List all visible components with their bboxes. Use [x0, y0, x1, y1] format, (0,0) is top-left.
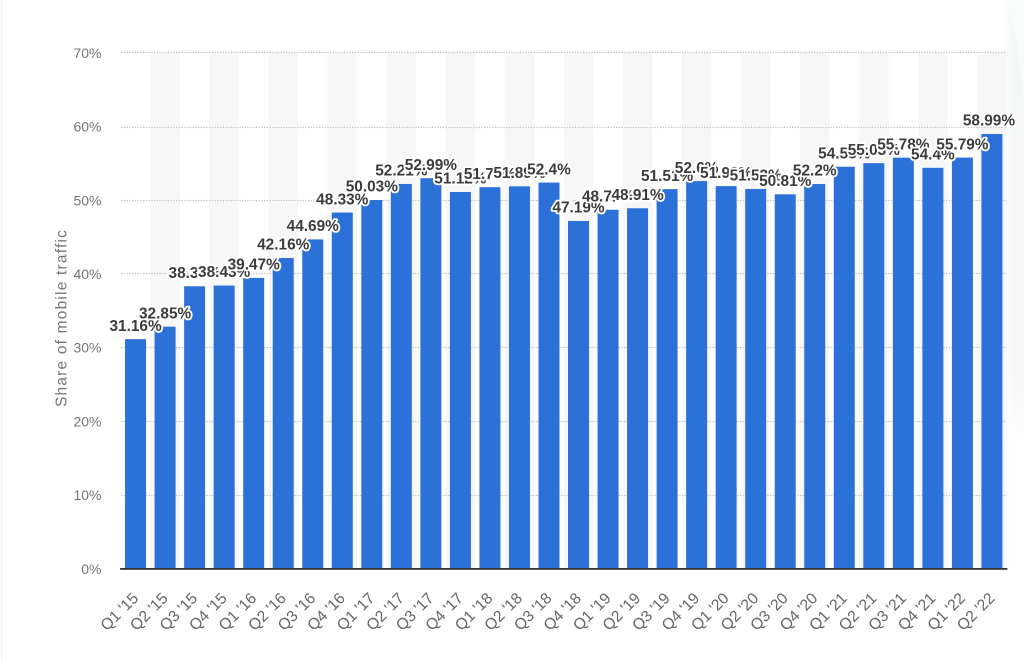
svg-text:51.89%: 51.89%: [493, 165, 546, 182]
svg-text:42.16%: 42.16%: [257, 237, 310, 254]
svg-text:55.03%: 55.03%: [848, 142, 901, 159]
svg-text:60%: 60%: [73, 119, 101, 135]
svg-text:50.03%: 50.03%: [346, 179, 399, 196]
svg-text:52.6%: 52.6%: [675, 160, 719, 177]
svg-text:50.81%: 50.81%: [759, 173, 812, 190]
svg-text:54.4%: 54.4%: [911, 147, 955, 164]
svg-text:51.53%: 51.53%: [730, 168, 783, 185]
svg-text:54.55%: 54.55%: [818, 145, 871, 162]
svg-text:48.71%: 48.71%: [582, 188, 635, 205]
svg-text:51.77%: 51.77%: [464, 166, 517, 183]
svg-text:51.51%: 51.51%: [641, 168, 694, 185]
svg-text:52.21%: 52.21%: [375, 163, 428, 180]
svg-text:51.12%: 51.12%: [434, 171, 487, 188]
svg-text:58.99%: 58.99%: [963, 113, 1016, 130]
svg-text:Share of mobile traffic: Share of mobile traffic: [53, 229, 70, 407]
svg-text:48.91%: 48.91%: [611, 187, 664, 204]
svg-text:52.4%: 52.4%: [527, 161, 571, 178]
svg-text:51.92%: 51.92%: [700, 165, 753, 182]
svg-text:10%: 10%: [73, 487, 101, 503]
svg-text:32.85%: 32.85%: [139, 305, 192, 322]
svg-text:55.79%: 55.79%: [936, 136, 989, 153]
svg-text:50%: 50%: [73, 192, 101, 208]
svg-text:20%: 20%: [73, 413, 101, 429]
svg-text:48.33%: 48.33%: [316, 191, 369, 208]
svg-text:52.99%: 52.99%: [405, 157, 458, 174]
svg-text:38.43%: 38.43%: [198, 264, 251, 281]
svg-text:55.78%: 55.78%: [877, 136, 930, 153]
svg-text:30%: 30%: [73, 340, 101, 356]
svg-text:47.19%: 47.19%: [552, 200, 605, 217]
svg-text:44.69%: 44.69%: [287, 218, 340, 235]
svg-text:52.2%: 52.2%: [793, 163, 837, 180]
svg-text:0%: 0%: [81, 561, 101, 577]
svg-text:70%: 70%: [73, 45, 101, 61]
svg-text:38.33%: 38.33%: [169, 265, 222, 282]
svg-text:31.16%: 31.16%: [109, 318, 162, 335]
svg-text:39.47%: 39.47%: [228, 257, 281, 274]
svg-text:40%: 40%: [73, 266, 101, 282]
